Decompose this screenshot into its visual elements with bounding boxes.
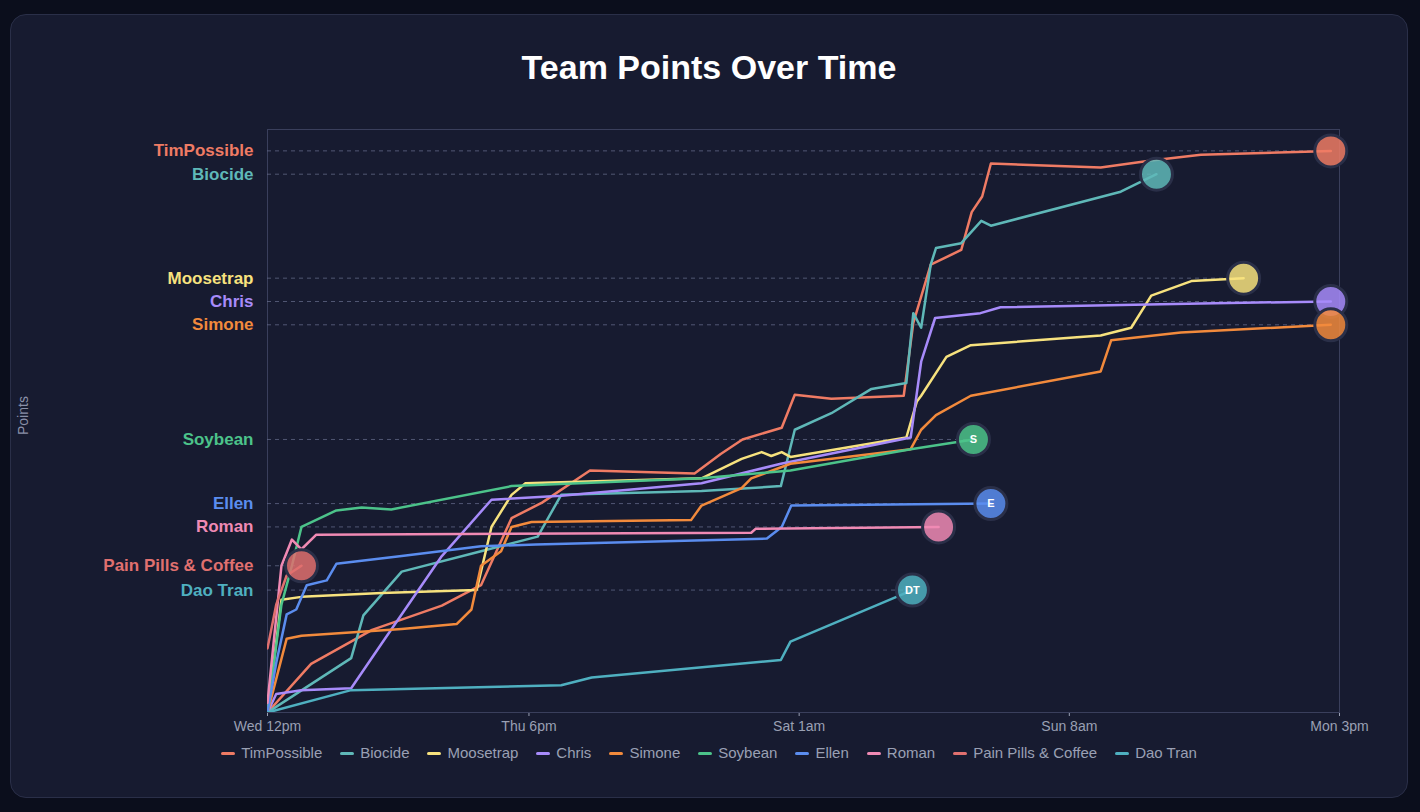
svg-text:Soybean: Soybean [183, 430, 254, 449]
html-text:Chris: Chris [556, 744, 592, 761]
svg-text:Biocide: Biocide [192, 165, 253, 184]
svg-text:Dao Tran: Dao Tran [181, 581, 254, 600]
svg-text:DT: DT [905, 584, 920, 596]
svg-text:Chris: Chris [210, 292, 253, 311]
html-text:Points: Points [15, 396, 31, 435]
html-text:Pain Pills & Coffee: Pain Pills & Coffee [973, 744, 1098, 761]
svg-text:Simone: Simone [192, 315, 253, 334]
svg-text:Wed 12pm: Wed 12pm [234, 718, 301, 734]
svg-text:S: S [970, 433, 977, 445]
svg-text:Ellen: Ellen [213, 494, 254, 513]
svg-text:Pain Pills & Coffee: Pain Pills & Coffee [103, 556, 253, 575]
html-text:Simone: Simone [629, 744, 681, 761]
svg-text:Sat 1am: Sat 1am [773, 718, 825, 734]
html-text:Ellen: Ellen [815, 744, 849, 761]
html-text:Moosetrap: Moosetrap [447, 744, 519, 761]
html-text:Team Points Over Time: Team Points Over Time [521, 48, 897, 86]
svg-text:Sun 8am: Sun 8am [1041, 718, 1097, 734]
svg-text:Roman: Roman [196, 517, 254, 536]
svg-text:Mon 3pm: Mon 3pm [1310, 718, 1368, 734]
html-text:TimPossible: TimPossible [241, 744, 323, 761]
html-text:Soybean: Soybean [718, 744, 778, 761]
svg-text:TimPossible: TimPossible [154, 141, 254, 160]
html-text:Roman: Roman [886, 744, 936, 761]
html-text:Dao Tran: Dao Tran [1135, 744, 1197, 761]
svg-text:Thu 6pm: Thu 6pm [501, 718, 556, 734]
html-text:Biocide: Biocide [360, 744, 410, 761]
svg-text:E: E [987, 497, 994, 509]
svg-text:Moosetrap: Moosetrap [168, 269, 254, 288]
